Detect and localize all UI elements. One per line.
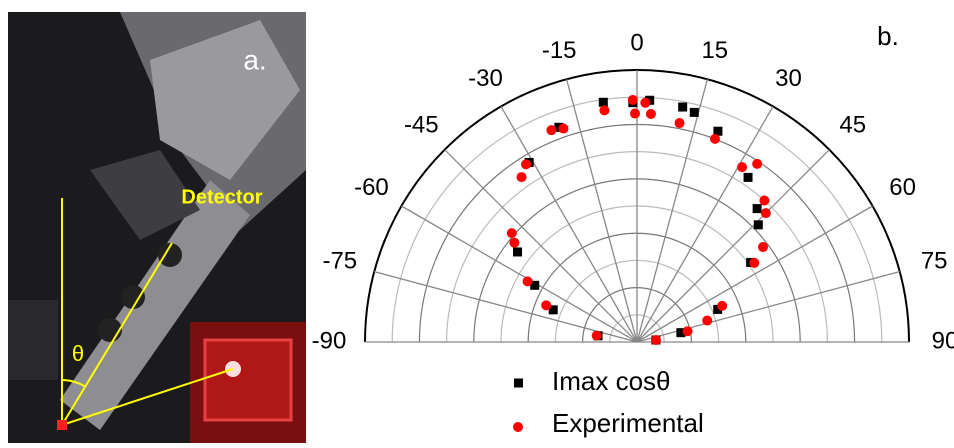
point <box>627 94 638 105</box>
grid-spoke <box>565 79 638 343</box>
grid-spoke <box>374 270 638 343</box>
point <box>676 328 686 338</box>
theta-tick-label: 15 <box>701 37 728 64</box>
point <box>713 304 723 314</box>
point <box>759 195 770 206</box>
point <box>743 172 753 182</box>
point <box>678 102 688 112</box>
source <box>57 420 67 430</box>
grid-spoke <box>636 106 774 343</box>
point <box>645 108 656 119</box>
theta-tick-label: 30 <box>775 65 802 92</box>
point <box>709 133 720 144</box>
grid-spoke <box>401 205 638 343</box>
point <box>757 242 768 253</box>
legend-marker <box>514 378 523 388</box>
point <box>640 97 651 108</box>
point <box>513 247 523 257</box>
theta-tick-label: -75 <box>322 248 357 275</box>
detector-label: Detector <box>181 186 262 208</box>
theta-tick-label: 90 <box>932 327 954 354</box>
point <box>752 158 763 169</box>
knob <box>8 300 58 380</box>
point <box>753 220 763 230</box>
theta-tick-label: -45 <box>404 112 439 139</box>
point <box>630 108 641 119</box>
legend-marker <box>513 422 523 432</box>
point <box>752 204 762 214</box>
point <box>516 172 527 183</box>
point <box>650 335 661 346</box>
theta-tick-label: 60 <box>889 174 916 201</box>
point <box>599 105 610 116</box>
point <box>558 123 569 134</box>
beam-line <box>61 368 234 426</box>
detector-line <box>61 242 173 426</box>
grid-spoke <box>636 79 709 343</box>
hole <box>158 243 182 267</box>
point <box>682 326 693 337</box>
point <box>591 330 602 341</box>
point <box>522 276 533 287</box>
stage <box>90 150 200 240</box>
point <box>598 97 608 107</box>
panel-label: a. <box>243 44 266 75</box>
point <box>541 300 552 311</box>
point <box>717 300 728 311</box>
photo: a. Detector θ <box>8 12 306 443</box>
detector-arm <box>60 180 250 430</box>
point <box>760 208 771 219</box>
theta-tick-label: 0 <box>630 29 643 56</box>
legend-label: Imax cosθ <box>552 366 671 396</box>
point <box>749 257 760 268</box>
legend-label: Experimental <box>552 408 704 438</box>
point <box>737 162 748 173</box>
theta-tick-label: 75 <box>921 248 948 275</box>
point <box>674 118 685 129</box>
point <box>509 237 520 248</box>
point <box>530 280 540 290</box>
grid-spoke <box>500 106 638 343</box>
angle-arc <box>61 379 87 388</box>
point <box>689 107 699 117</box>
theta-tick-label: 45 <box>839 112 866 139</box>
grid-spoke <box>444 149 638 343</box>
angle-symbol: θ <box>72 341 84 366</box>
sample <box>203 338 293 422</box>
grid-spoke <box>636 205 873 343</box>
point <box>506 228 517 239</box>
point <box>548 305 558 315</box>
point <box>702 315 713 326</box>
theta-tick-label: -15 <box>542 37 577 64</box>
panel-label: b. <box>877 21 899 51</box>
hole <box>121 285 145 309</box>
theta-tick-label: -60 <box>354 174 389 201</box>
mount-highlight <box>150 20 300 180</box>
theta-tick-label: -90 <box>312 327 347 354</box>
point <box>521 159 532 170</box>
point <box>713 126 723 136</box>
point <box>546 125 557 136</box>
grid-spoke <box>636 149 830 343</box>
point <box>645 95 655 105</box>
theta-tick-label: -30 <box>468 65 503 92</box>
